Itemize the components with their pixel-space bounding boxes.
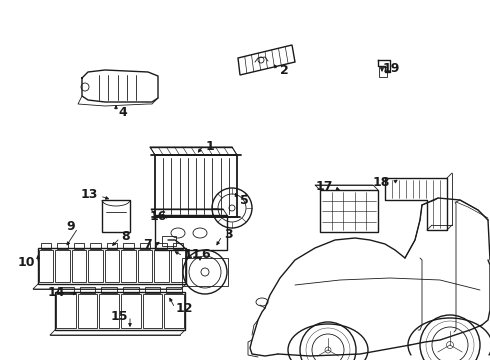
Bar <box>164 294 184 328</box>
Text: 1: 1 <box>206 140 215 153</box>
Bar <box>90 243 101 249</box>
Text: 3: 3 <box>224 229 233 242</box>
Text: 18: 18 <box>372 175 390 189</box>
Bar <box>56 294 75 328</box>
Bar <box>58 287 74 293</box>
Bar <box>320 190 378 232</box>
Bar <box>121 294 141 328</box>
Bar <box>155 215 227 250</box>
Bar <box>78 294 98 328</box>
Bar <box>88 250 103 282</box>
Text: 7: 7 <box>143 238 152 252</box>
Bar <box>74 243 84 249</box>
Text: 14: 14 <box>48 285 65 298</box>
Bar <box>55 292 185 330</box>
Text: 19: 19 <box>383 62 400 75</box>
Bar <box>80 287 96 293</box>
Bar <box>38 248 186 284</box>
Bar <box>102 200 130 232</box>
Text: 8: 8 <box>121 230 130 243</box>
Bar <box>162 236 176 246</box>
Bar <box>39 250 53 282</box>
Bar <box>105 250 119 282</box>
Bar <box>57 243 68 249</box>
Text: 17: 17 <box>316 180 333 194</box>
Bar <box>55 250 70 282</box>
Bar <box>171 250 185 282</box>
Bar <box>138 250 152 282</box>
Text: 16: 16 <box>149 211 167 224</box>
Text: 11: 11 <box>184 248 201 261</box>
Bar <box>101 287 117 293</box>
Text: 6: 6 <box>201 248 210 261</box>
Text: 13: 13 <box>81 189 98 202</box>
Bar <box>154 250 169 282</box>
Bar <box>155 155 237 217</box>
Text: 2: 2 <box>280 63 289 77</box>
Bar <box>123 243 134 249</box>
Bar <box>121 250 136 282</box>
Bar <box>72 250 86 282</box>
Text: 4: 4 <box>118 107 127 120</box>
Bar <box>107 243 117 249</box>
Bar <box>140 243 150 249</box>
Text: 5: 5 <box>240 194 249 207</box>
Bar <box>156 243 167 249</box>
Bar <box>145 287 160 293</box>
Text: 10: 10 <box>18 256 35 270</box>
Bar <box>41 243 51 249</box>
Text: 12: 12 <box>176 302 194 315</box>
Bar <box>166 287 182 293</box>
Text: 9: 9 <box>66 220 75 234</box>
Bar <box>123 287 139 293</box>
Bar <box>182 258 228 286</box>
Bar <box>143 294 162 328</box>
Bar <box>172 243 183 249</box>
Bar <box>379 67 387 77</box>
Text: 15: 15 <box>111 310 128 324</box>
Bar <box>99 294 119 328</box>
